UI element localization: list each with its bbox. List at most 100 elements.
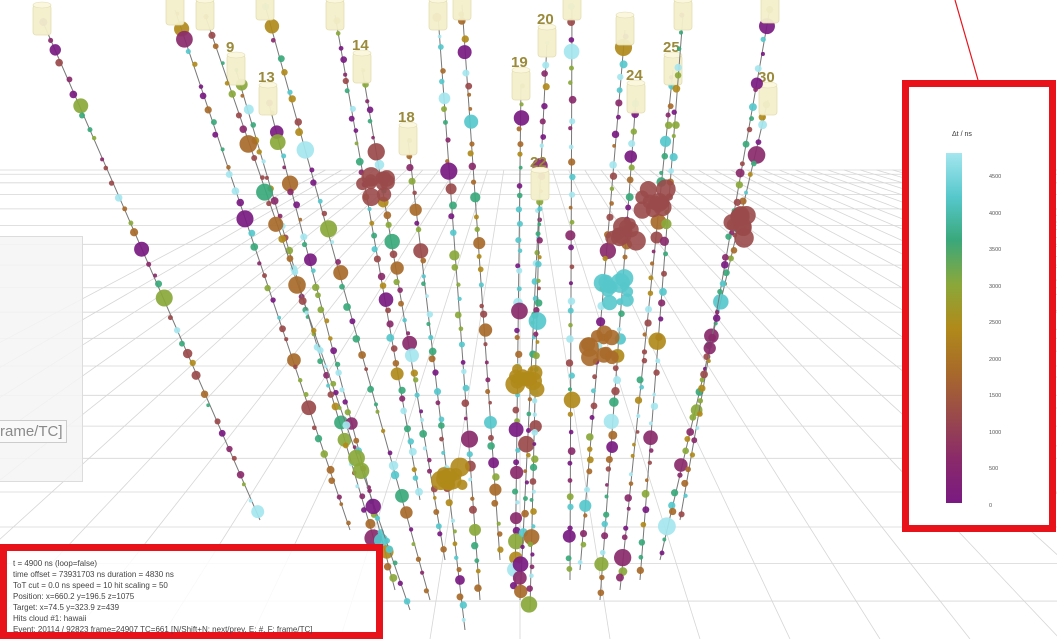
hit-marker	[485, 389, 491, 395]
hit-marker	[426, 311, 434, 318]
hit-marker	[428, 334, 434, 341]
hit-marker	[339, 387, 345, 393]
hit-marker	[641, 357, 648, 364]
hit-marker	[452, 529, 457, 534]
hit-marker	[642, 506, 650, 514]
hit-marker	[517, 248, 523, 253]
hit-marker	[474, 226, 480, 233]
hit-marker	[612, 365, 619, 372]
hit-marker	[342, 77, 349, 85]
colorbar-panel: Δt / ns 4500 4000 3500 3000 2500 2000 1500 1000…	[902, 80, 1056, 532]
hit-marker	[674, 63, 682, 72]
hit-marker	[458, 326, 464, 332]
hit-marker	[492, 473, 500, 481]
hit-marker	[155, 289, 173, 307]
hit-marker	[526, 585, 533, 592]
hit-marker	[269, 134, 286, 151]
hit-marker	[606, 441, 619, 453]
hit-marker	[659, 287, 667, 296]
hit-marker	[206, 403, 211, 408]
hit-marker	[356, 177, 369, 191]
string-label: 14	[352, 37, 369, 54]
hit-marker	[628, 164, 635, 171]
hit-marker	[613, 226, 632, 245]
hit-marker	[565, 555, 572, 562]
hit-marker	[696, 410, 703, 417]
hit-marker	[412, 475, 419, 481]
hit-marker	[422, 446, 427, 451]
hit-marker	[566, 335, 574, 343]
hit-marker	[531, 278, 539, 285]
hit-marker	[270, 37, 276, 43]
hit-marker	[590, 402, 598, 410]
hit-marker	[478, 323, 493, 337]
hit-marker	[474, 558, 480, 564]
hit-marker	[758, 120, 768, 130]
colorbar-tick-label: 500	[989, 466, 999, 472]
hit-marker	[658, 316, 664, 322]
hit-marker	[376, 187, 392, 202]
hit-marker	[542, 61, 550, 69]
hit-marker	[615, 573, 624, 582]
hit-marker	[355, 484, 360, 489]
hit-marker	[468, 477, 473, 482]
hit-marker	[236, 198, 245, 207]
hit-marker	[671, 109, 677, 115]
hit-marker	[516, 267, 523, 274]
hit-marker	[420, 257, 427, 264]
hit-marker	[533, 331, 539, 337]
hit-marker	[569, 173, 576, 181]
hit-marker	[392, 359, 400, 367]
colorbar-tick-label: 3500	[989, 247, 1002, 253]
hit-marker	[349, 318, 356, 325]
hit-marker	[288, 95, 296, 103]
hit-marker	[358, 351, 366, 359]
hit-marker	[387, 450, 393, 456]
hit-marker	[567, 387, 573, 392]
hit-marker	[226, 445, 233, 453]
hit-marker	[288, 276, 306, 294]
hit-marker	[415, 556, 422, 562]
hit-marker	[669, 152, 678, 162]
hit-marker	[497, 546, 504, 553]
detector-string	[594, 79, 646, 601]
hit-marker	[458, 341, 465, 348]
hit-marker	[512, 526, 521, 535]
hit-marker	[471, 541, 479, 550]
hit-marker	[48, 37, 54, 43]
hit-marker	[335, 369, 342, 376]
hit-marker	[568, 37, 575, 43]
hit-marker	[539, 143, 544, 148]
hit-marker	[518, 165, 523, 170]
hit-marker	[354, 141, 359, 146]
hit-marker	[568, 191, 576, 198]
hit-marker	[437, 34, 442, 39]
hit-marker	[601, 532, 609, 540]
hit-marker	[199, 92, 207, 100]
hit-marker	[535, 231, 541, 237]
hit-marker	[699, 377, 705, 383]
hit-marker	[697, 398, 704, 404]
hit-marker	[496, 531, 503, 537]
hit-marker	[746, 126, 753, 133]
hit-marker	[730, 247, 738, 254]
hit-marker	[596, 317, 606, 327]
hit-marker	[568, 205, 573, 210]
hit-marker	[516, 220, 523, 227]
hit-marker	[344, 88, 350, 94]
detector-string	[613, 51, 683, 591]
hit-marker	[641, 349, 648, 355]
hit-marker	[676, 46, 682, 52]
hit-marker	[461, 368, 467, 375]
hit-marker	[348, 449, 365, 467]
hit-marker	[587, 446, 593, 452]
hit-marker	[755, 139, 762, 146]
hit-marker	[412, 377, 419, 383]
hit-marker	[657, 517, 676, 536]
hit-marker	[198, 84, 204, 89]
hit-marker	[378, 292, 394, 307]
hit-marker	[384, 233, 400, 250]
hit-marker	[730, 208, 746, 224]
hit-marker	[220, 147, 225, 152]
